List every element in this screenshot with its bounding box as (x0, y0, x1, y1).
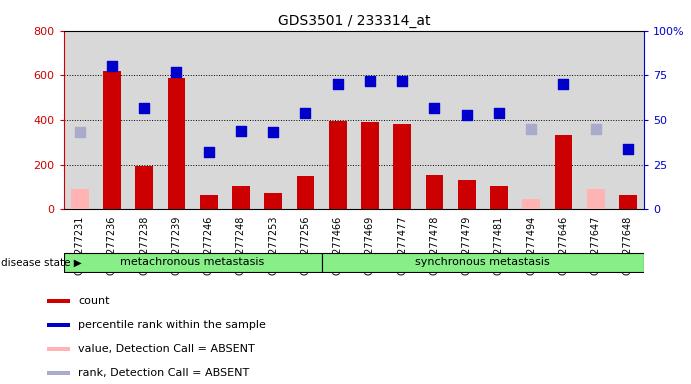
Bar (135, 166, 153, 209)
Bar (515, 31, 547, 209)
Text: percentile rank within the sample: percentile rank within the sample (78, 320, 266, 330)
Bar (296, 176, 314, 209)
Bar (232, 186, 249, 209)
Point (74, 129, 85, 136)
Point (203, 149, 214, 155)
Title: GDS3501 / 233314_at: GDS3501 / 233314_at (278, 14, 430, 28)
Bar (47, 347, 70, 351)
Bar (457, 180, 475, 209)
Text: metachronous metastasis: metachronous metastasis (120, 257, 265, 267)
Bar (47, 371, 70, 375)
Bar (264, 192, 282, 209)
Bar (451, 31, 483, 209)
Bar (64, 31, 96, 209)
Bar (483, 31, 515, 209)
Bar (554, 134, 572, 209)
Bar (393, 124, 411, 209)
Bar (200, 195, 218, 209)
Bar (522, 199, 540, 209)
Point (461, 112, 472, 118)
Point (526, 126, 537, 132)
Bar (96, 31, 128, 209)
Bar (354, 31, 386, 209)
Bar (70, 189, 88, 209)
Bar (47, 323, 70, 327)
Point (590, 126, 601, 132)
Point (623, 146, 634, 152)
Point (364, 78, 375, 84)
Bar (619, 195, 636, 209)
Bar (587, 189, 605, 209)
Point (493, 110, 504, 116)
Point (397, 78, 408, 84)
Point (171, 69, 182, 75)
Text: rank, Detection Call = ABSENT: rank, Detection Call = ABSENT (78, 368, 249, 378)
Bar (329, 121, 346, 209)
Bar (580, 31, 612, 209)
Bar (490, 186, 508, 209)
Text: synchronous metastasis: synchronous metastasis (415, 257, 550, 267)
Bar (47, 299, 70, 303)
Bar (361, 122, 379, 209)
Text: count: count (78, 296, 110, 306)
Point (139, 104, 150, 111)
Bar (321, 31, 354, 209)
Bar (103, 71, 121, 209)
Bar (64, 253, 321, 271)
Bar (321, 253, 644, 271)
Point (106, 63, 117, 70)
Bar (225, 31, 257, 209)
Point (558, 81, 569, 88)
Bar (290, 31, 321, 209)
Text: value, Detection Call = ABSENT: value, Detection Call = ABSENT (78, 344, 255, 354)
Bar (160, 31, 193, 209)
Bar (128, 31, 160, 209)
Point (236, 127, 247, 134)
Point (332, 81, 343, 88)
Bar (418, 31, 451, 209)
Bar (612, 31, 644, 209)
Point (267, 129, 278, 136)
Bar (167, 78, 185, 209)
Bar (257, 31, 290, 209)
Text: disease state ▶: disease state ▶ (1, 258, 82, 268)
Point (300, 110, 311, 116)
Bar (193, 31, 225, 209)
Bar (426, 175, 443, 209)
Bar (547, 31, 580, 209)
Point (429, 104, 440, 111)
Bar (386, 31, 418, 209)
